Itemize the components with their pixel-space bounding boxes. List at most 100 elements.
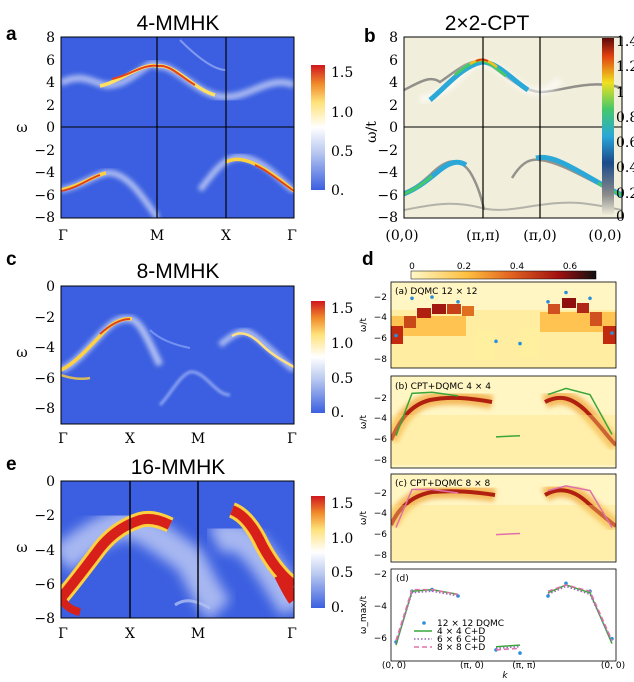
xtick-b: (0,0) bbox=[385, 228, 418, 244]
series-line-44C+D bbox=[395, 588, 459, 646]
ylabel-d1: ω/t bbox=[359, 317, 369, 332]
ytick-c: −4 bbox=[34, 340, 55, 356]
heat-ridge-d2 bbox=[391, 395, 493, 441]
dqmc-point bbox=[430, 295, 434, 299]
legend-marker-dqmc bbox=[422, 621, 426, 625]
band-shadow-a bbox=[179, 39, 227, 71]
dqmc-point bbox=[456, 300, 460, 304]
yticks-e: 0 −2 −4 −6 −8 bbox=[34, 474, 55, 627]
heat-pixel-d1 bbox=[603, 326, 616, 344]
ytick-e: −6 bbox=[34, 577, 55, 593]
panel-c: c 8-MMHK 0 −2 −4 −6 −8 ω Γ X M Γ bbox=[6, 249, 353, 447]
heat-pixel-d1 bbox=[520, 328, 540, 358]
subpanel-d3: (c) CPT+DQMC 8 × 8 −2 −4 −6 −8 ω/t bbox=[359, 473, 617, 563]
dqmc-point bbox=[610, 331, 614, 335]
axes-frame-d4 bbox=[390, 568, 617, 662]
cbar-tick-b: 0.4 bbox=[616, 160, 634, 176]
ytick-b: 2 bbox=[389, 98, 398, 114]
heat-ridge-right-d2 bbox=[544, 395, 616, 447]
axes-frame-c bbox=[60, 285, 295, 425]
colorbar-c bbox=[311, 301, 325, 413]
ytick-a: −4 bbox=[34, 165, 55, 181]
heat-ridge-d3 bbox=[391, 489, 496, 526]
yticks-d4: −2 −4 −6 bbox=[374, 570, 388, 644]
panel-label-a: a bbox=[6, 24, 17, 45]
cbar-tick-b: 0.6 bbox=[616, 135, 634, 151]
panel-title-b: 2×2-CPT bbox=[445, 12, 530, 35]
band-upper-green-b bbox=[454, 59, 507, 78]
series-line-88C+D bbox=[495, 647, 521, 651]
dqmc-point bbox=[518, 651, 522, 655]
panel-title-c: 8-MMHK bbox=[137, 260, 220, 283]
xtick-c: X bbox=[125, 431, 135, 447]
pixels-d1 bbox=[391, 298, 616, 368]
cbar-ticks-a: 1.5 1.0 0.5 0. bbox=[331, 65, 353, 199]
dqmc-dots-d1 bbox=[394, 290, 614, 346]
heat-pixel-d1 bbox=[432, 304, 446, 314]
ytick-a: 2 bbox=[46, 98, 55, 114]
ytick-d4: −6 bbox=[374, 634, 388, 644]
ytick-d4: −2 bbox=[374, 570, 387, 580]
axes-frame-e bbox=[60, 480, 295, 619]
cbar-tick-c: 1.5 bbox=[331, 301, 353, 317]
cbar-ticks-d: 0 0.2 0.4 0.6 bbox=[409, 262, 577, 272]
ytick-e: −4 bbox=[34, 543, 55, 559]
series-line-66C+D bbox=[495, 645, 521, 650]
colorbar-d bbox=[410, 270, 597, 280]
xtick-a: M bbox=[150, 228, 164, 244]
xtick-c: Γ bbox=[58, 431, 68, 447]
ytick-b: −4 bbox=[377, 165, 398, 181]
ytick-b: −6 bbox=[377, 188, 398, 204]
heat-pixel-d1 bbox=[590, 312, 602, 326]
ytick-b: 6 bbox=[389, 53, 398, 69]
band-right-tail-e bbox=[274, 572, 294, 604]
subpanel-d4: (d) −2 −4 −6 ω_max/t 12 × 12 DQMC 4 × 4 … bbox=[359, 568, 625, 681]
band-faint2-c bbox=[149, 329, 191, 349]
dqmc-point bbox=[518, 341, 522, 346]
axes-frame-d3 bbox=[390, 473, 617, 563]
cbar-tick-b: 1 bbox=[616, 85, 625, 101]
ytick-d2: −4 bbox=[374, 414, 388, 424]
panel-label-c: c bbox=[6, 249, 17, 270]
subpanel-d2: (b) CPT+DQMC 4 × 4 −2 −4 −6 −8 ω/t bbox=[359, 375, 617, 469]
band-core-c bbox=[99, 318, 131, 335]
heat-pixel-d1 bbox=[562, 298, 576, 308]
ytick-c: −6 bbox=[34, 371, 55, 387]
ytick-d1: −4 bbox=[374, 313, 388, 323]
cbar-tick-b: 0 bbox=[616, 209, 625, 225]
ytick-d3: −8 bbox=[374, 551, 388, 561]
heatmap-bg-c bbox=[61, 286, 294, 424]
xticks-b: (0,0) (π,π) (π,0) (0,0) bbox=[385, 228, 621, 244]
axes-frame-d2 bbox=[390, 375, 617, 469]
dqmc-point bbox=[588, 296, 592, 301]
band-glow-e bbox=[61, 509, 232, 618]
xtick-e: Γ bbox=[58, 626, 68, 642]
ytick-d1: −2 bbox=[374, 293, 387, 303]
ylabel-d4: ω_max/t bbox=[359, 595, 369, 634]
panel-title-e: 16-MMHK bbox=[131, 456, 226, 479]
dqmc-point bbox=[494, 339, 498, 344]
heat-pixel-d1 bbox=[462, 306, 474, 316]
band-core-e bbox=[61, 513, 173, 602]
colorbar-a bbox=[311, 65, 325, 190]
heat-ridge-right-d3 bbox=[543, 488, 616, 528]
band-shadow-bottom-b bbox=[404, 201, 622, 211]
ytick-a: −6 bbox=[34, 188, 55, 204]
series-line-44C+D bbox=[495, 644, 521, 648]
overlay-line-8x8 bbox=[395, 488, 459, 528]
bands-c bbox=[61, 315, 294, 407]
xtick-c: Γ bbox=[287, 431, 297, 447]
curves-d3 bbox=[395, 485, 613, 536]
ylabel-d2: ω/t bbox=[359, 414, 369, 429]
subtitle-d1: (a) DQMC 12 × 12 bbox=[395, 287, 478, 297]
ylabel-a: ω bbox=[16, 120, 27, 136]
ytick-d2: −8 bbox=[374, 456, 388, 466]
legend-label: 4 × 4 C+D bbox=[437, 627, 485, 637]
heat-pixel-d1 bbox=[417, 308, 431, 318]
dqmc-point bbox=[564, 581, 568, 586]
colorbar-b bbox=[602, 38, 614, 216]
ylabel-e: ω bbox=[16, 540, 27, 556]
band-left-tail-e bbox=[61, 595, 81, 616]
band-lower-right-core-a bbox=[254, 164, 294, 192]
panel-label-b: b bbox=[364, 26, 376, 47]
